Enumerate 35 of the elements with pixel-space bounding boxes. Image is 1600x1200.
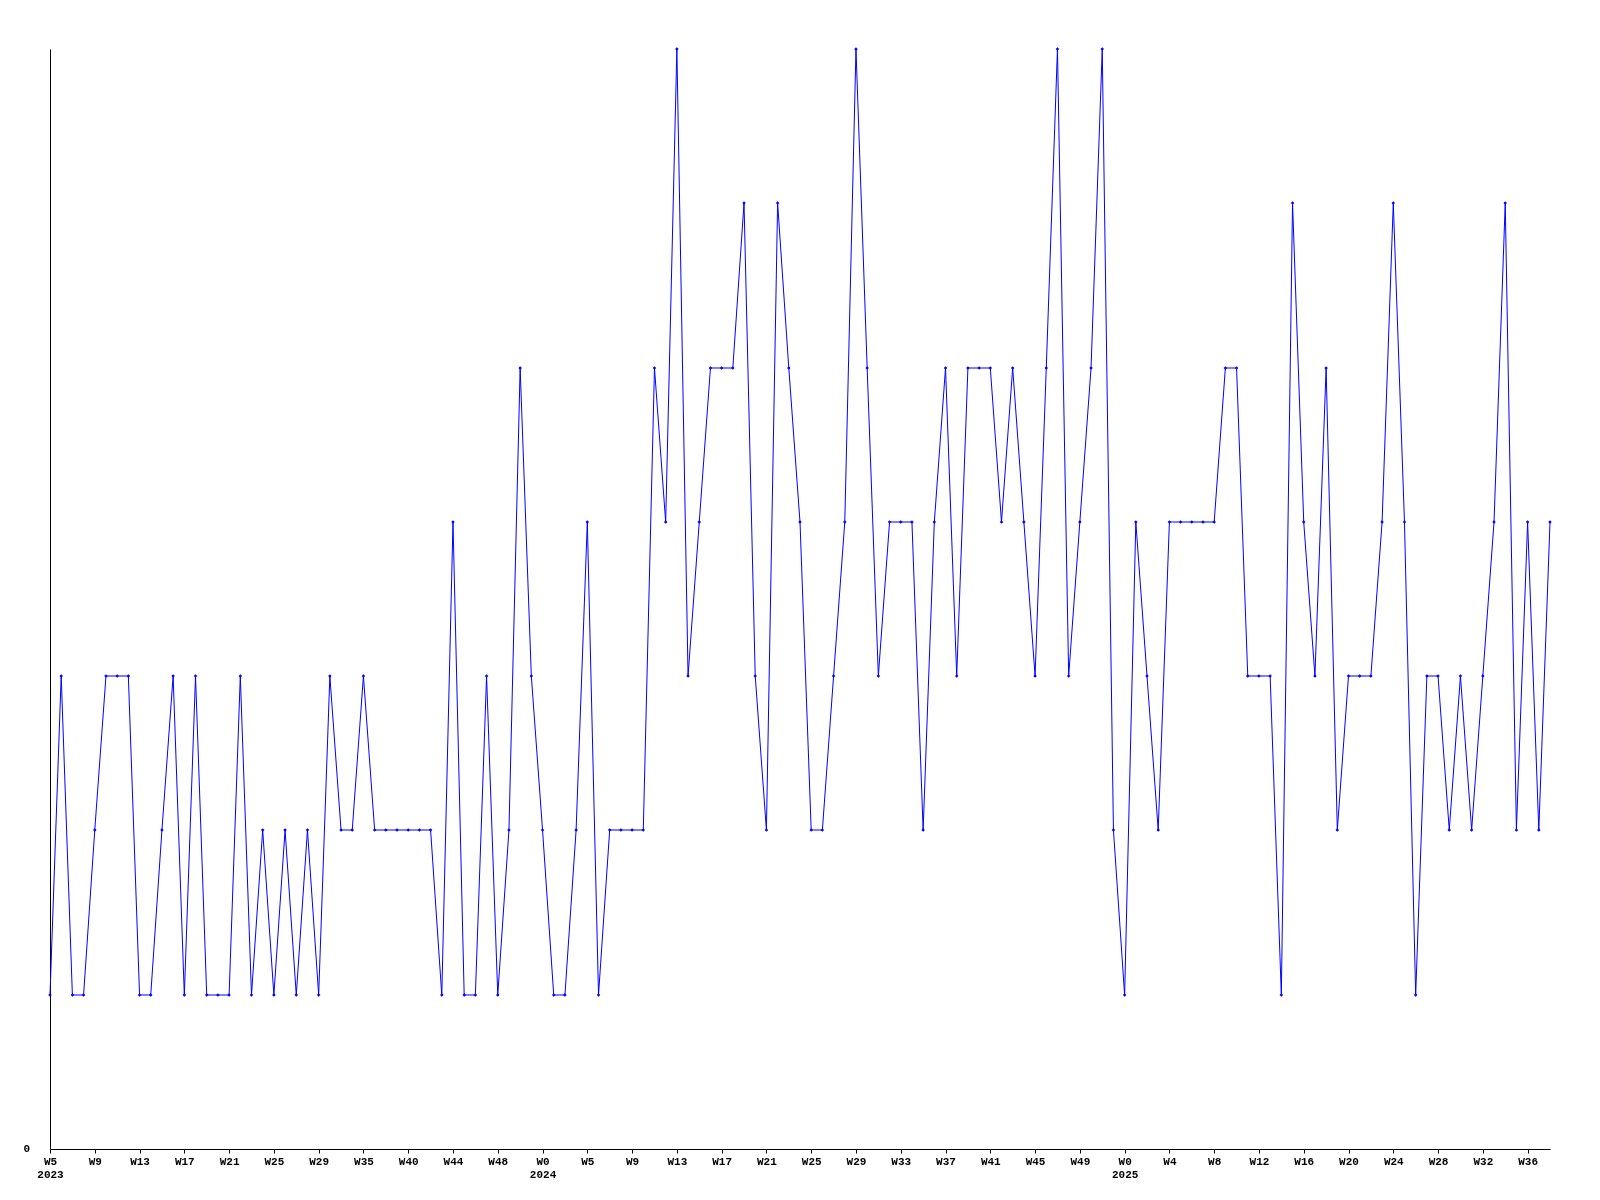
x-tick-label: W44 (443, 1155, 464, 1168)
x-tick-label: W24 (1383, 1155, 1405, 1168)
x-tick-label: W25 (801, 1155, 822, 1168)
x-tick-label: W17 (174, 1155, 195, 1168)
x-tick-label: W20 (1339, 1155, 1359, 1168)
x-tick-label: W17 (712, 1155, 733, 1168)
x-tick-label: W16 (1294, 1155, 1315, 1168)
x-tick-label: W36 (1518, 1155, 1539, 1168)
x-tick-label: W41 (980, 1155, 1002, 1168)
x-tick-label: W40 (398, 1155, 419, 1168)
x-tick-label: W35 (354, 1155, 375, 1168)
x-tick-label: W21 (757, 1155, 778, 1168)
x-tick-label: W29 (846, 1155, 867, 1168)
x-tick-label: W49 (1070, 1155, 1091, 1168)
x-tick-label: W4 (1163, 1155, 1177, 1168)
x-tick-label: W29 (309, 1155, 330, 1168)
x-tick-label: W5 (581, 1155, 595, 1168)
x-tick-label: W9 (88, 1155, 102, 1168)
x-tick-label: W13 (667, 1155, 688, 1168)
x-tick-label: W48 (488, 1155, 509, 1168)
x-tick-label: W37 (936, 1155, 956, 1168)
x-tick-label: W45 (1025, 1155, 1046, 1168)
text: 0 (23, 1143, 30, 1155)
x-tick-label: W0 2024 (529, 1155, 557, 1181)
x-tick-label: W32 (1473, 1155, 1494, 1168)
x-tick-label: W28 (1428, 1155, 1449, 1168)
x-tick-label: W8 (1208, 1155, 1222, 1168)
x-tick-label: W9 (625, 1155, 640, 1168)
x-tick-label: W5 2023 (37, 1155, 65, 1181)
x-tick-label: W0 2025 (1111, 1155, 1139, 1181)
x-tick-label: W21 (219, 1155, 240, 1168)
x-tick-label: W12 (1249, 1155, 1270, 1168)
x-tick-label: W33 (891, 1155, 912, 1168)
x-tick-label: W25 (264, 1155, 285, 1168)
x-tick-label: W13 (130, 1155, 151, 1168)
